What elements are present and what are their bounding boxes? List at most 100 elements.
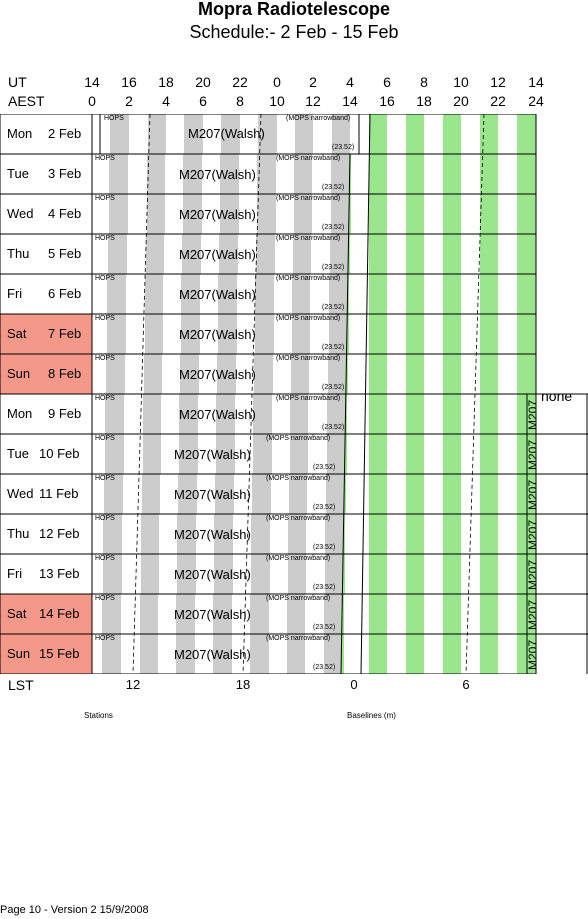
hops-label: HOPS xyxy=(95,315,115,322)
hops-label: HOPS xyxy=(95,275,115,282)
value-label: (23.52) xyxy=(313,504,336,511)
green-stripe xyxy=(517,354,536,394)
mops-label: (MOPS narrowband) xyxy=(266,475,331,482)
gray-stripe xyxy=(291,354,309,394)
green-stripe xyxy=(517,194,536,234)
gray-stripe xyxy=(145,314,163,354)
gray-stripe xyxy=(216,434,235,474)
ut-tick: 10 xyxy=(453,74,469,90)
ut-tick: 0 xyxy=(273,74,281,90)
gray-stripe xyxy=(220,194,239,234)
day-of-week: Wed xyxy=(7,486,34,501)
green-stripe xyxy=(406,394,424,434)
lst-tick: 6 xyxy=(462,677,470,692)
green-stripe xyxy=(369,634,387,674)
green-stripe xyxy=(342,594,344,634)
gray-stripe xyxy=(289,474,307,514)
project-label: M207(Walsh) xyxy=(174,527,251,542)
green-stripe xyxy=(369,234,387,274)
ut-tick: 4 xyxy=(346,74,354,90)
ut-tick: 14 xyxy=(84,74,100,90)
gray-stripe xyxy=(288,554,306,594)
hops-label: HOPS xyxy=(95,595,115,602)
green-stripe xyxy=(369,554,387,594)
value-label: (23.52) xyxy=(322,224,345,231)
day-row: Mon 9 Feb HOPS (MOPS narrowband) (23.52) M207… xyxy=(0,394,588,434)
green-stripe xyxy=(517,234,536,274)
green-stripe xyxy=(480,474,498,514)
gray-stripe xyxy=(329,314,347,354)
gray-stripe xyxy=(258,114,277,154)
green-stripe xyxy=(369,154,387,194)
green-stripe xyxy=(369,274,387,314)
day-of-week: Fri xyxy=(7,286,23,301)
day-date: 15 Feb xyxy=(39,646,80,661)
green-stripe xyxy=(406,114,424,154)
gray-stripe xyxy=(183,194,202,234)
project-label: M207(Walsh) xyxy=(174,567,251,582)
gray-stripe xyxy=(106,354,125,394)
day-row: Sat 7 Feb HOPS (MOPS narrowband) (23.52) M207… xyxy=(0,314,588,354)
green-stripe xyxy=(369,514,387,554)
vertical-project-label: M207 xyxy=(527,639,536,671)
green-stripe xyxy=(480,314,498,354)
gray-stripe xyxy=(107,314,126,354)
none-label: none xyxy=(541,388,573,404)
vertical-project-label: M207 xyxy=(527,479,536,511)
aest-tick: 6 xyxy=(199,93,207,109)
green-stripe xyxy=(517,114,536,154)
hops-label: HOPS xyxy=(95,395,115,402)
green-stripe xyxy=(443,354,461,394)
day-row: Tue 3 Feb HOPS (MOPS narrowband) (23.52) M207… xyxy=(0,154,588,194)
day-of-week: Fri xyxy=(7,566,23,581)
ut-tick: 16 xyxy=(121,74,137,90)
green-stripe xyxy=(480,394,498,434)
project-label: M207(Walsh) xyxy=(174,487,251,502)
gray-stripe xyxy=(255,274,274,314)
aest-tick: 12 xyxy=(305,93,321,109)
green-stripe xyxy=(443,514,461,554)
gray-stripe xyxy=(257,154,276,194)
gray-stripe xyxy=(290,434,308,474)
aest-tick: 14 xyxy=(342,93,358,109)
mops-label: (MOPS narrowband) xyxy=(276,155,341,162)
gray-stripe xyxy=(103,554,122,594)
gray-stripe xyxy=(329,274,347,314)
hops-label: HOPS xyxy=(104,115,124,122)
day-date: 3 Feb xyxy=(48,166,82,181)
day-date: 4 Feb xyxy=(48,206,82,221)
gray-stripe xyxy=(331,194,349,234)
gray-stripe xyxy=(181,274,200,314)
page-title: Mopra Radiotelescope xyxy=(197,0,391,19)
gray-stripe xyxy=(181,314,200,354)
day-of-week: Mon xyxy=(7,126,33,141)
gray-stripe xyxy=(251,554,270,594)
green-stripe xyxy=(406,474,424,514)
lst-tick: 12 xyxy=(125,677,141,692)
aest-label: AEST xyxy=(8,93,45,109)
gray-stripe xyxy=(218,274,237,314)
gray-stripe xyxy=(103,514,122,554)
project-label: M207(Walsh) xyxy=(174,447,251,462)
gray-stripe xyxy=(140,634,158,674)
green-stripe xyxy=(480,634,498,674)
gray-stripe xyxy=(288,514,306,554)
green-stripe xyxy=(369,354,387,394)
gray-stripe xyxy=(250,594,269,634)
vertical-project-label: M207 xyxy=(527,599,536,631)
gray-stripe xyxy=(290,394,308,434)
aest-tick: 4 xyxy=(162,93,170,109)
ut-tick: 12 xyxy=(490,74,506,90)
gray-stripe xyxy=(324,634,342,674)
day-of-week: Tue xyxy=(7,446,29,461)
green-stripe xyxy=(406,554,424,594)
hops-label: HOPS xyxy=(95,235,115,242)
gray-stripe xyxy=(184,114,203,154)
gray-stripe xyxy=(177,514,196,554)
ut-tick: 20 xyxy=(195,74,211,90)
gray-stripe xyxy=(143,434,161,474)
day-row: Fri 13 Feb HOPS (MOPS narrowband) (23.52) M20… xyxy=(0,554,588,594)
gray-stripe xyxy=(295,114,313,154)
day-of-week: Mon xyxy=(7,406,33,421)
green-stripe xyxy=(406,154,424,194)
